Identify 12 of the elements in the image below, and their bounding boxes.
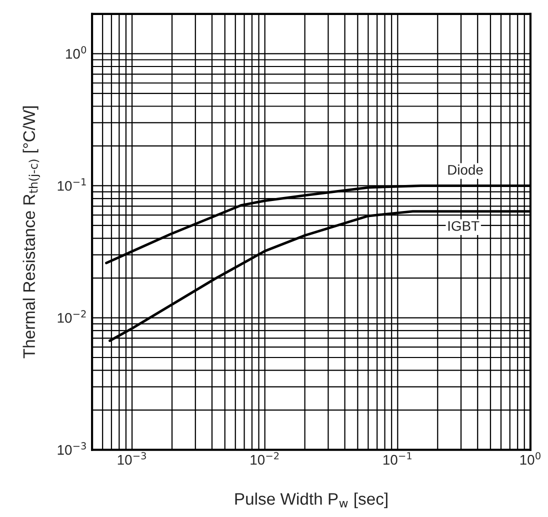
x-tick-label: 10$^{−2}$ — [250, 452, 279, 465]
y-tick-label: 10$^{−3}$ — [58, 442, 86, 455]
y-axis-title: Thermal Resistance R$_{th(j-c)}$ [°C/W] — [22, 106, 40, 358]
x-axis-title: Pulse Width P$_{w}$ [sec] — [235, 492, 388, 508]
series-label: IGBT — [448, 221, 480, 231]
y-tick-label: 10$^{0}$ — [66, 46, 86, 59]
x-tick-label: 10$^{−1}$ — [384, 452, 412, 465]
x-tick-label: 10$^{0}$ — [520, 452, 540, 465]
y-tick-label: 10$^{−2}$ — [58, 310, 86, 323]
y-tick-label: 10$^{−1}$ — [58, 178, 86, 191]
x-tick-label: 10$^{−3}$ — [118, 452, 146, 465]
series-label: Diode — [448, 164, 483, 175]
